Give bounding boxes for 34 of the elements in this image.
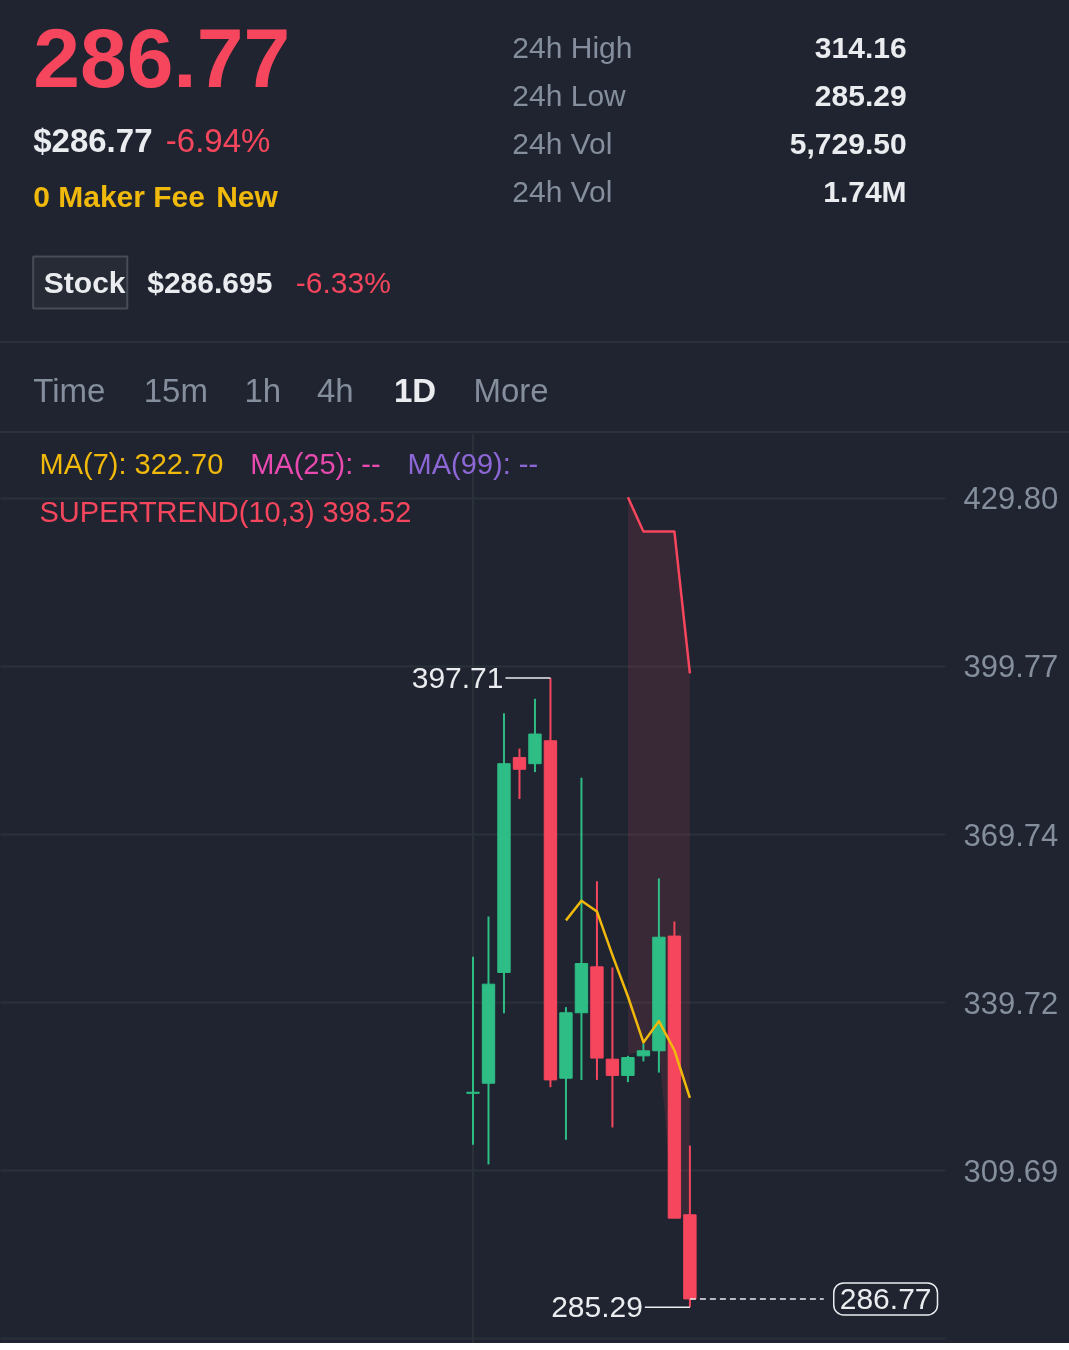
text: 4h [316,372,354,409]
text: $286.695 [147,266,273,299]
text: 0 Maker Fee [33,180,205,213]
text: 24h Low [512,79,627,112]
y-tick-label: 339.72 [963,985,1059,1021]
text: MA(7): 322.70 [39,447,224,480]
ref-line-label: 286.77 [839,1281,932,1315]
text: 24h Vol [512,175,613,208]
legend-label: MA(99): -- [407,447,539,480]
text: 24h High [512,31,633,64]
text: 1.74M [823,175,907,208]
text: 286.77 [33,10,291,105]
text: More [473,372,549,409]
text: New [216,180,279,213]
y-tick-label: 399.77 [963,649,1059,685]
text: 1D [393,372,437,409]
text: 24h Vol [512,127,613,160]
text: $286.77 [33,122,153,159]
annotation: 397.71 [411,661,504,695]
y-tick-label: 429.80 [963,481,1059,517]
text: 5,729.50 [789,126,907,160]
text: 285.29 [814,78,907,112]
legend-label: MA(25): -- [250,447,381,480]
text: Stock [43,266,126,299]
text: Time [33,372,106,409]
y-tick-label: 369.74 [963,817,1059,853]
text: 314.16 [814,30,907,64]
text: 1h [244,372,282,409]
text: 15m [143,372,208,409]
text: SUPERTREND(10,3) 398.52 [39,495,412,528]
text: -6.33% [295,266,391,299]
y-tick-label: 309.69 [963,1153,1059,1189]
annotation: 285.29 [551,1290,643,1324]
text: -6.94% [165,122,271,159]
